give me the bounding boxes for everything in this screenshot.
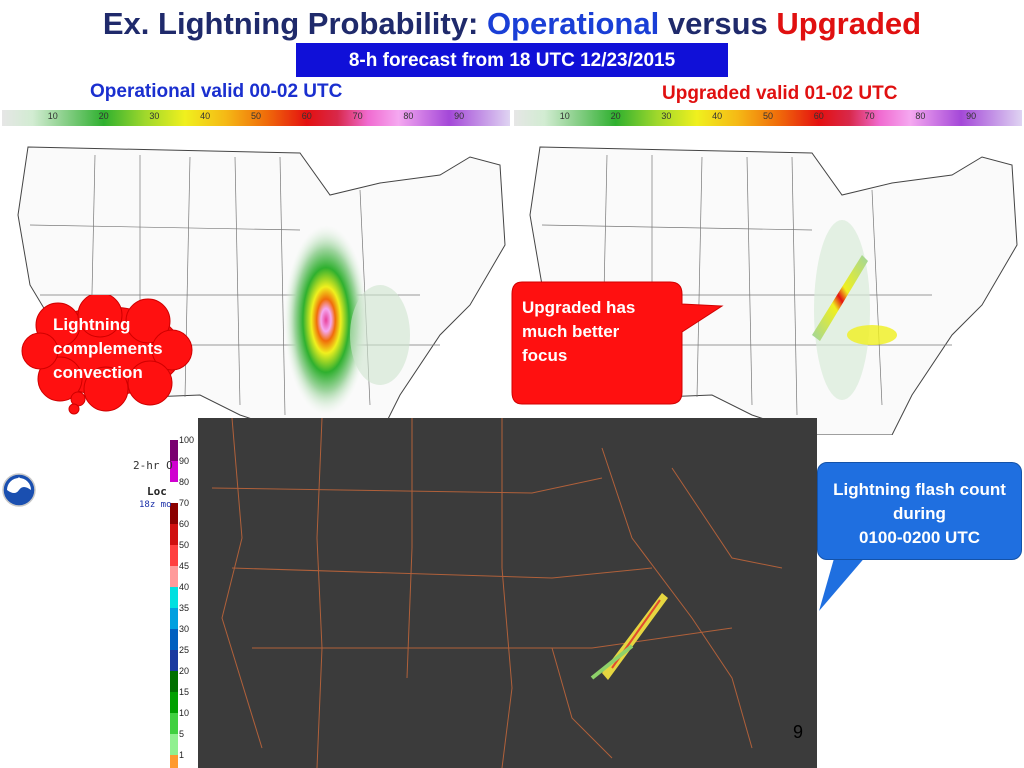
upgraded-colorbar: 10 20 30 40 50 60 70 80 90 <box>514 107 1022 129</box>
legend-level: 10 <box>179 708 190 718</box>
upgraded-callout-line: much better <box>522 322 620 341</box>
cloud-callout-line: convection <box>53 363 143 382</box>
legend-swatch <box>170 461 178 482</box>
flash-count-legend: 100 90 80 70 60 50 45 40 35 30 25 20 15 … <box>168 418 198 768</box>
legend-level: 60 <box>179 519 190 529</box>
legend-swatch <box>170 608 178 629</box>
legend-level: 1 <box>179 750 185 760</box>
legend-level: 25 <box>179 645 190 655</box>
colorbar-tick: 70 <box>352 111 363 121</box>
title-operational: Operational <box>486 6 660 41</box>
legend-level: 45 <box>179 561 190 571</box>
legend-swatch <box>170 524 178 545</box>
upgraded-callout-line: focus <box>522 346 568 365</box>
legend-level: 5 <box>179 729 185 739</box>
partial-header-2hr: 2-hr O <box>133 459 173 472</box>
partial-header-loc: Loc <box>147 485 167 498</box>
legend-level: 40 <box>179 582 190 592</box>
upgraded-panel-label: Upgraded valid 01-02 UTC <box>662 83 898 104</box>
legend-swatch <box>170 545 178 566</box>
forecast-subtitle: 8-h forecast from 18 UTC 12/23/2015 <box>296 43 728 77</box>
title-prefix: Ex. Lightning Probability: <box>102 6 479 41</box>
upgraded-callout-line: Upgraded has <box>522 298 636 317</box>
partial-header-run: 18z mo <box>139 500 172 510</box>
operational-colorbar: 10 20 30 40 50 60 70 80 90 <box>2 107 510 129</box>
colorbar-tick: 60 <box>301 111 312 121</box>
flash-callout-line: Lightning flash count <box>833 480 1006 499</box>
slide-title: Ex. Lightning Probability: Operational v… <box>0 6 1024 42</box>
legend-swatch <box>170 629 178 650</box>
colorbar-tick: 40 <box>200 111 211 121</box>
legend-swatch <box>170 755 178 768</box>
flash-callout-text: Lightning flash count during 0100-0200 U… <box>817 478 1022 550</box>
colorbar-gradient <box>514 110 1022 126</box>
noaa-logo <box>2 473 36 507</box>
upgraded-callout-shape <box>511 281 724 405</box>
colorbar-tick: 50 <box>250 111 262 121</box>
colorbar-tick: 90 <box>966 111 977 121</box>
legend-swatch <box>170 692 178 713</box>
colorbar-gradient <box>2 110 510 126</box>
title-versus: versus <box>667 6 768 41</box>
flash-callout-line: 0100-0200 UTC <box>859 528 980 547</box>
legend-level: 80 <box>179 477 190 487</box>
legend-swatch <box>170 713 178 734</box>
page-number: 9 <box>793 722 804 742</box>
cloud-callout-shape <box>21 295 193 415</box>
colorbar-tick: 10 <box>47 111 58 121</box>
colorbar-tick: 20 <box>610 111 621 121</box>
lightning-flash-map <box>172 418 817 768</box>
colorbar-tick: 90 <box>454 111 465 121</box>
cloud-callout-line: complements <box>53 339 163 358</box>
colorbar-tick: 80 <box>915 111 926 121</box>
cloud-callout-line: Lightning <box>53 315 131 334</box>
flash-map-image <box>211 418 783 768</box>
legend-level: 50 <box>179 540 190 550</box>
legend-swatch <box>170 587 178 608</box>
legend-swatch <box>170 671 178 692</box>
legend-swatch <box>170 566 178 587</box>
legend-level: 70 <box>179 498 190 508</box>
upgraded-callout-text: Upgraded has much better focus <box>522 296 635 368</box>
colorbar-tick: 70 <box>864 111 875 121</box>
title-upgraded: Upgraded <box>776 6 922 41</box>
legend-swatch <box>170 503 178 524</box>
legend-level: 90 <box>179 456 190 466</box>
colorbar-tick: 60 <box>813 111 824 121</box>
flash-callout-pointer <box>819 555 867 611</box>
colorbar-tick: 30 <box>661 111 672 121</box>
colorbar-tick: 30 <box>149 111 160 121</box>
colorbar-tick: 50 <box>762 111 774 121</box>
legend-swatch <box>170 650 178 671</box>
colorbar-tick: 20 <box>98 111 109 121</box>
legend-level: 15 <box>179 687 190 697</box>
legend-swatch <box>170 734 178 755</box>
legend-swatch <box>170 482 178 503</box>
operational-panel-label: Operational valid 00-02 UTC <box>90 81 343 102</box>
cloud-callout-text: Lightning complements convection <box>53 313 163 385</box>
colorbar-tick: 40 <box>712 111 723 121</box>
colorbar-tick: 80 <box>403 111 414 121</box>
colorbar-tick: 10 <box>559 111 570 121</box>
legend-level: 35 <box>179 603 190 613</box>
flash-callout-line: during <box>893 504 946 523</box>
legend-level: 20 <box>179 666 190 676</box>
legend-swatch <box>170 440 178 461</box>
legend-level: 100 <box>179 435 195 445</box>
legend-level: 30 <box>179 624 190 634</box>
flash-callout-box <box>817 462 1022 560</box>
